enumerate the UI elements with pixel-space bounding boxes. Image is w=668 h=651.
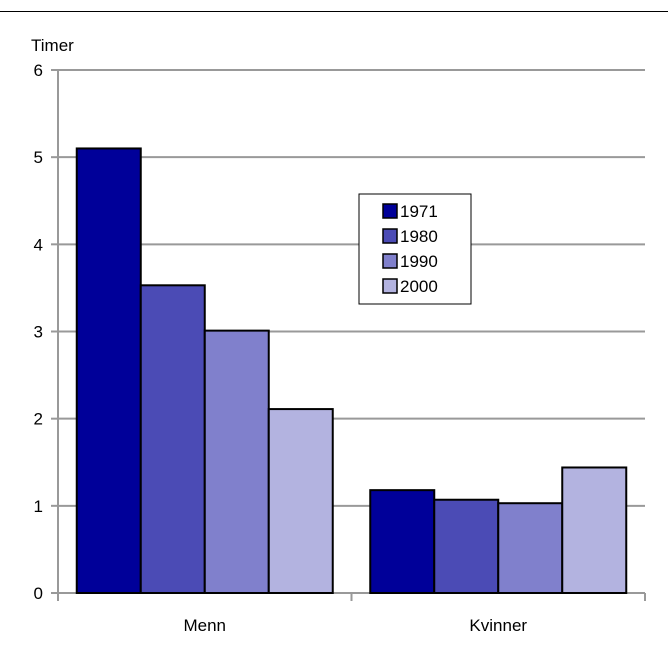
bar-1990-menn xyxy=(203,329,270,594)
x-tick-label: Menn xyxy=(183,616,226,635)
legend-label-1980: 1980 xyxy=(400,227,438,246)
top-strip xyxy=(0,0,668,12)
bar-1980-kvinner xyxy=(433,498,500,594)
legend-label-2000: 2000 xyxy=(400,277,438,296)
y-tick-label: 5 xyxy=(34,148,43,167)
top-rule xyxy=(0,11,668,12)
legend: 1971 1980 1990 2000 xyxy=(358,193,472,305)
legend-swatch-1980 xyxy=(382,228,398,244)
y-tick-label: 2 xyxy=(34,410,43,429)
legend-label-1990: 1990 xyxy=(400,252,438,271)
bar-2000-menn xyxy=(267,408,334,594)
y-tick-label: 0 xyxy=(34,584,43,603)
y-tick-label: 3 xyxy=(34,323,43,342)
bars xyxy=(75,147,628,595)
bar-1971-kvinner xyxy=(369,489,436,595)
legend-box xyxy=(358,193,472,305)
bar-1980-menn xyxy=(139,284,206,594)
y-tick-label: 4 xyxy=(34,235,43,254)
y-tick-labels: 0 1 2 3 4 5 6 xyxy=(34,61,43,603)
y-tick-label: 6 xyxy=(34,61,43,80)
x-tick-label: Kvinner xyxy=(469,616,527,635)
x-tick-labels: Menn Kvinner xyxy=(183,616,527,635)
bar-2000-kvinner xyxy=(561,466,628,595)
legend-swatch-1990 xyxy=(382,253,398,269)
bar-1990-kvinner xyxy=(497,502,564,594)
y-tick-label: 1 xyxy=(34,497,43,516)
legend-swatch-2000 xyxy=(382,278,398,294)
legend-label-1971: 1971 xyxy=(400,202,438,221)
bar-1971-menn xyxy=(75,147,142,594)
y-axis-label: Timer xyxy=(31,36,74,55)
legend-swatch-1971 xyxy=(382,203,398,219)
